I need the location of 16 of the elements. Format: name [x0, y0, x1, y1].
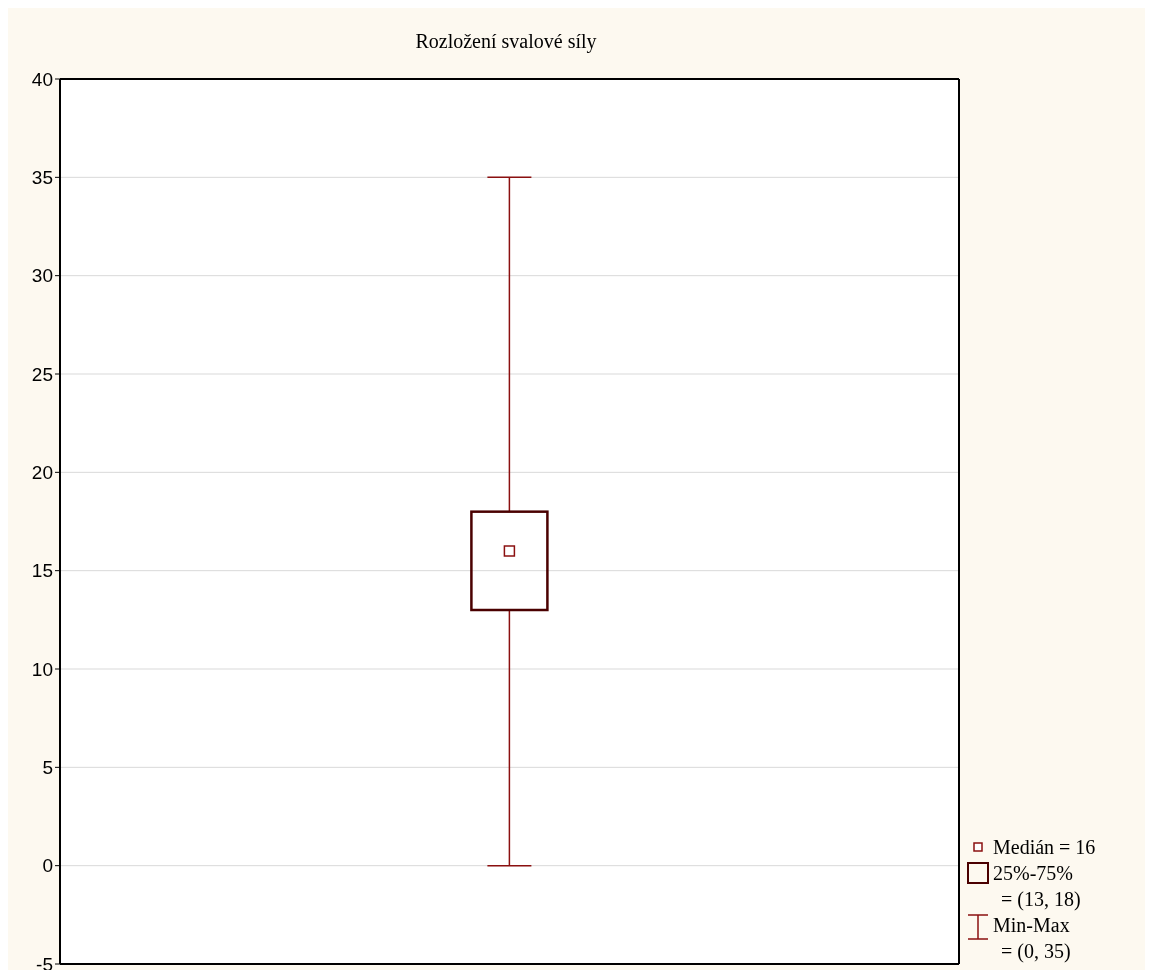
- text: Min-Max: [993, 913, 1071, 938]
- y-tick-label: 40: [31, 68, 53, 90]
- y-tick-label: 20: [31, 462, 53, 484]
- y-tick-label: 5: [42, 757, 53, 779]
- y-tick-label: 15: [31, 560, 53, 582]
- text: = (13, 18): [1000, 887, 1081, 912]
- y-tick-label: -5: [36, 953, 53, 975]
- y-tick-label: 0: [42, 855, 53, 877]
- text: = (0, 35): [1000, 939, 1071, 964]
- text: Medián = 16: [993, 835, 1096, 860]
- y-tick-label: 10: [31, 658, 53, 680]
- y-tick-label: 25: [31, 363, 53, 385]
- y-tick-label: 30: [31, 265, 53, 287]
- y-tick-label: 35: [31, 167, 53, 189]
- chart-title: Rozložení svalové síly: [414, 30, 598, 53]
- text: 25%-75%: [993, 861, 1074, 886]
